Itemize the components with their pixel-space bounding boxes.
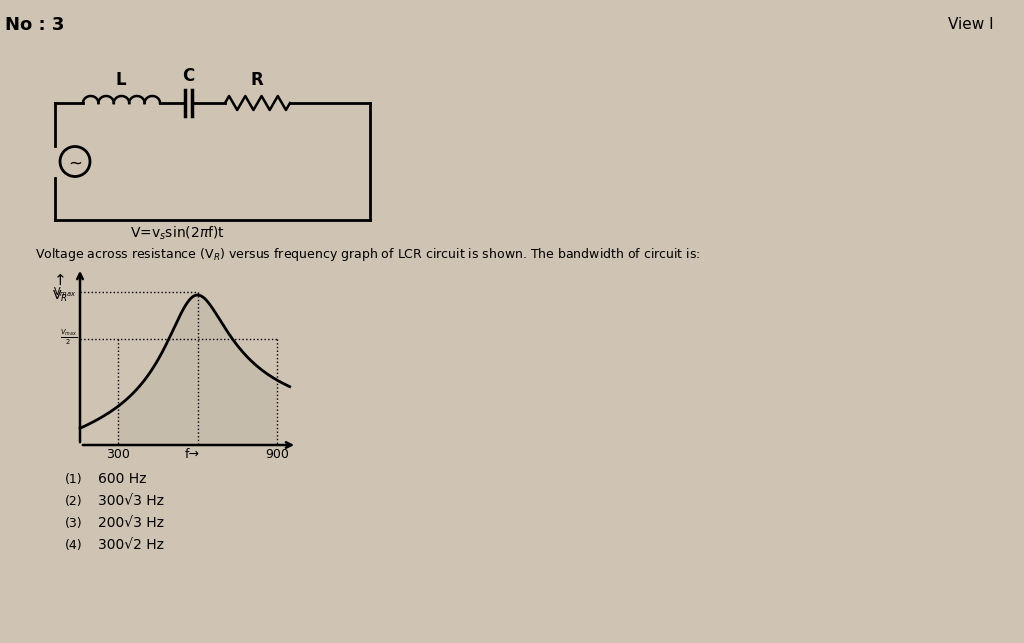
Polygon shape bbox=[118, 295, 278, 445]
Text: Voltage across resistance (V$_R$) versus frequency graph of LCR circuit is shown: Voltage across resistance (V$_R$) versus… bbox=[35, 246, 700, 263]
Text: (1): (1) bbox=[65, 473, 83, 486]
Text: 300: 300 bbox=[106, 448, 130, 461]
Text: L: L bbox=[116, 71, 126, 89]
Text: View I: View I bbox=[947, 17, 993, 32]
Text: No : 3: No : 3 bbox=[5, 16, 65, 33]
Text: V$_R$: V$_R$ bbox=[52, 289, 68, 304]
Text: C: C bbox=[182, 67, 195, 85]
Text: R: R bbox=[251, 71, 263, 89]
Text: 900: 900 bbox=[265, 448, 289, 461]
Text: ~: ~ bbox=[68, 154, 82, 172]
Text: (2): (2) bbox=[65, 495, 83, 508]
Text: (3): (3) bbox=[65, 517, 83, 530]
Text: 300√2 Hz: 300√2 Hz bbox=[98, 538, 164, 552]
Text: (4): (4) bbox=[65, 539, 83, 552]
Text: 300√3 Hz: 300√3 Hz bbox=[98, 494, 164, 508]
Text: $\frac{V_{max}}{2}$: $\frac{V_{max}}{2}$ bbox=[59, 327, 77, 347]
Text: 200√3 Hz: 200√3 Hz bbox=[98, 516, 164, 530]
Text: V$_{max}$: V$_{max}$ bbox=[53, 285, 77, 299]
Text: 600 Hz: 600 Hz bbox=[98, 472, 146, 486]
Text: $\uparrow$: $\uparrow$ bbox=[51, 273, 66, 288]
Text: f→: f→ bbox=[185, 448, 200, 461]
Text: V=v$_s$sin(2$\pi$f)t: V=v$_s$sin(2$\pi$f)t bbox=[130, 225, 225, 242]
